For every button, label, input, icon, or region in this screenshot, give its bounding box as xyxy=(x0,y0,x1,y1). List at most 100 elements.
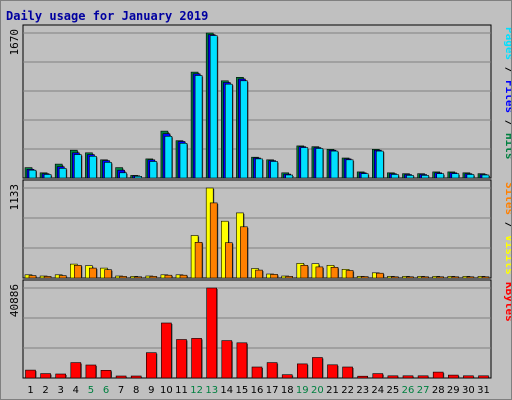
bar-sites-day-28 xyxy=(436,276,445,279)
bar-kbytes-day-17 xyxy=(266,362,278,379)
chart-title: Daily usage for January 2019 xyxy=(6,9,208,23)
bar-sites-day-19 xyxy=(300,264,309,279)
bar-sites-day-11 xyxy=(179,274,188,279)
bar-pages-day-28 xyxy=(436,173,445,179)
day-label: 19 xyxy=(296,385,309,396)
bar-sites-day-9 xyxy=(149,276,158,279)
series-pages xyxy=(28,35,490,179)
bar-sites-day-27 xyxy=(421,276,429,279)
bar-kbytes-day-25 xyxy=(387,375,399,379)
day-label: 25 xyxy=(387,385,400,396)
bar-sites-day-26 xyxy=(406,276,414,279)
bar-pages-day-13 xyxy=(209,35,218,179)
bar-pages-day-9 xyxy=(149,161,158,179)
series-sites xyxy=(28,202,490,279)
bar-pages-day-5 xyxy=(89,156,97,179)
panel-sites-visits: 1133 Sites / Visits xyxy=(8,179,512,279)
day-label: 8 xyxy=(133,385,139,396)
bar-kbytes-day-3 xyxy=(55,373,67,379)
series-kbytes xyxy=(25,287,490,379)
bar-pages-day-14 xyxy=(225,83,233,179)
bar-sites-day-24 xyxy=(375,272,384,279)
bar-pages-day-31 xyxy=(481,174,490,179)
bar-pages-day-18 xyxy=(285,174,294,179)
legend-entry: Files xyxy=(503,80,512,113)
bar-sites-day-16 xyxy=(255,269,263,279)
day-label: 22 xyxy=(341,385,354,396)
bar-sites-day-29 xyxy=(451,276,460,279)
legend-entry: Visits xyxy=(503,235,512,275)
panel-background xyxy=(22,24,492,179)
bar-kbytes-day-1 xyxy=(25,369,36,379)
day-label: 13 xyxy=(205,385,218,396)
bar-pages-day-26 xyxy=(406,175,414,179)
bar-pages-day-24 xyxy=(375,150,384,179)
scale-label: 1133 xyxy=(8,184,21,211)
bar-pages-day-29 xyxy=(451,173,460,179)
legend-entry: Hits xyxy=(503,133,512,160)
day-label: 4 xyxy=(73,385,79,396)
bar-sites-day-5 xyxy=(89,267,97,279)
bar-kbytes-day-5 xyxy=(85,364,97,379)
bar-kbytes-day-22 xyxy=(342,366,353,379)
day-label: 16 xyxy=(251,385,264,396)
bar-pages-day-22 xyxy=(345,159,354,179)
bar-sites-day-1 xyxy=(28,275,37,279)
bar-kbytes-day-14 xyxy=(221,340,233,379)
legend: Pages / Files / Hits xyxy=(503,27,512,160)
panel-background xyxy=(22,179,492,279)
panel-background xyxy=(22,279,492,379)
day-label: 11 xyxy=(175,385,188,396)
day-label: 27 xyxy=(417,385,430,396)
bar-kbytes-day-20 xyxy=(312,357,323,379)
bar-pages-day-16 xyxy=(255,158,263,179)
bar-sites-day-15 xyxy=(240,226,248,279)
day-label: 31 xyxy=(477,385,490,396)
bar-kbytes-day-7 xyxy=(115,375,127,379)
bar-sites-day-25 xyxy=(391,276,399,279)
day-label: 3 xyxy=(58,385,64,396)
bar-sites-day-4 xyxy=(74,264,82,279)
bar-sites-day-6 xyxy=(104,269,112,279)
bar-pages-day-19 xyxy=(300,147,309,179)
bar-kbytes-day-19 xyxy=(296,363,308,379)
bar-pages-day-10 xyxy=(164,136,173,179)
bar-kbytes-day-6 xyxy=(100,369,112,379)
legend-entry: / xyxy=(503,113,512,133)
bar-pages-day-1 xyxy=(28,169,37,179)
bar-kbytes-day-2 xyxy=(40,373,51,379)
bar-kbytes-day-26 xyxy=(402,375,414,379)
bar-kbytes-day-4 xyxy=(70,362,82,379)
bar-kbytes-day-10 xyxy=(161,322,172,379)
day-label: 5 xyxy=(88,385,94,396)
bar-sites-day-18 xyxy=(285,276,294,279)
bar-sites-day-30 xyxy=(466,276,475,279)
bar-kbytes-day-30 xyxy=(463,375,474,379)
bar-pages-day-12 xyxy=(194,75,203,179)
bar-sites-day-10 xyxy=(164,274,173,279)
bar-pages-day-30 xyxy=(466,174,475,179)
day-label: 14 xyxy=(220,385,233,396)
bar-pages-day-15 xyxy=(240,80,248,179)
bar-pages-day-7 xyxy=(119,172,127,179)
day-label: 28 xyxy=(432,385,445,396)
bar-kbytes-day-9 xyxy=(146,352,157,379)
bar-pages-day-2 xyxy=(43,174,52,179)
bar-sites-day-17 xyxy=(270,274,278,279)
legend: KBytes xyxy=(503,282,512,322)
day-label: 1 xyxy=(27,385,33,396)
day-label: 10 xyxy=(160,385,173,396)
bar-kbytes-day-31 xyxy=(478,375,489,379)
bar-pages-day-17 xyxy=(270,161,278,179)
bar-sites-day-2 xyxy=(43,276,52,279)
bar-kbytes-day-21 xyxy=(327,364,338,379)
day-label: 12 xyxy=(190,385,203,396)
bar-sites-day-20 xyxy=(315,266,324,279)
bar-kbytes-day-29 xyxy=(447,374,459,379)
bar-pages-day-8 xyxy=(134,176,142,179)
bar-kbytes-day-24 xyxy=(372,373,384,379)
day-label: 18 xyxy=(281,385,294,396)
legend-entry: KBytes xyxy=(503,282,512,322)
day-label: 30 xyxy=(462,385,475,396)
